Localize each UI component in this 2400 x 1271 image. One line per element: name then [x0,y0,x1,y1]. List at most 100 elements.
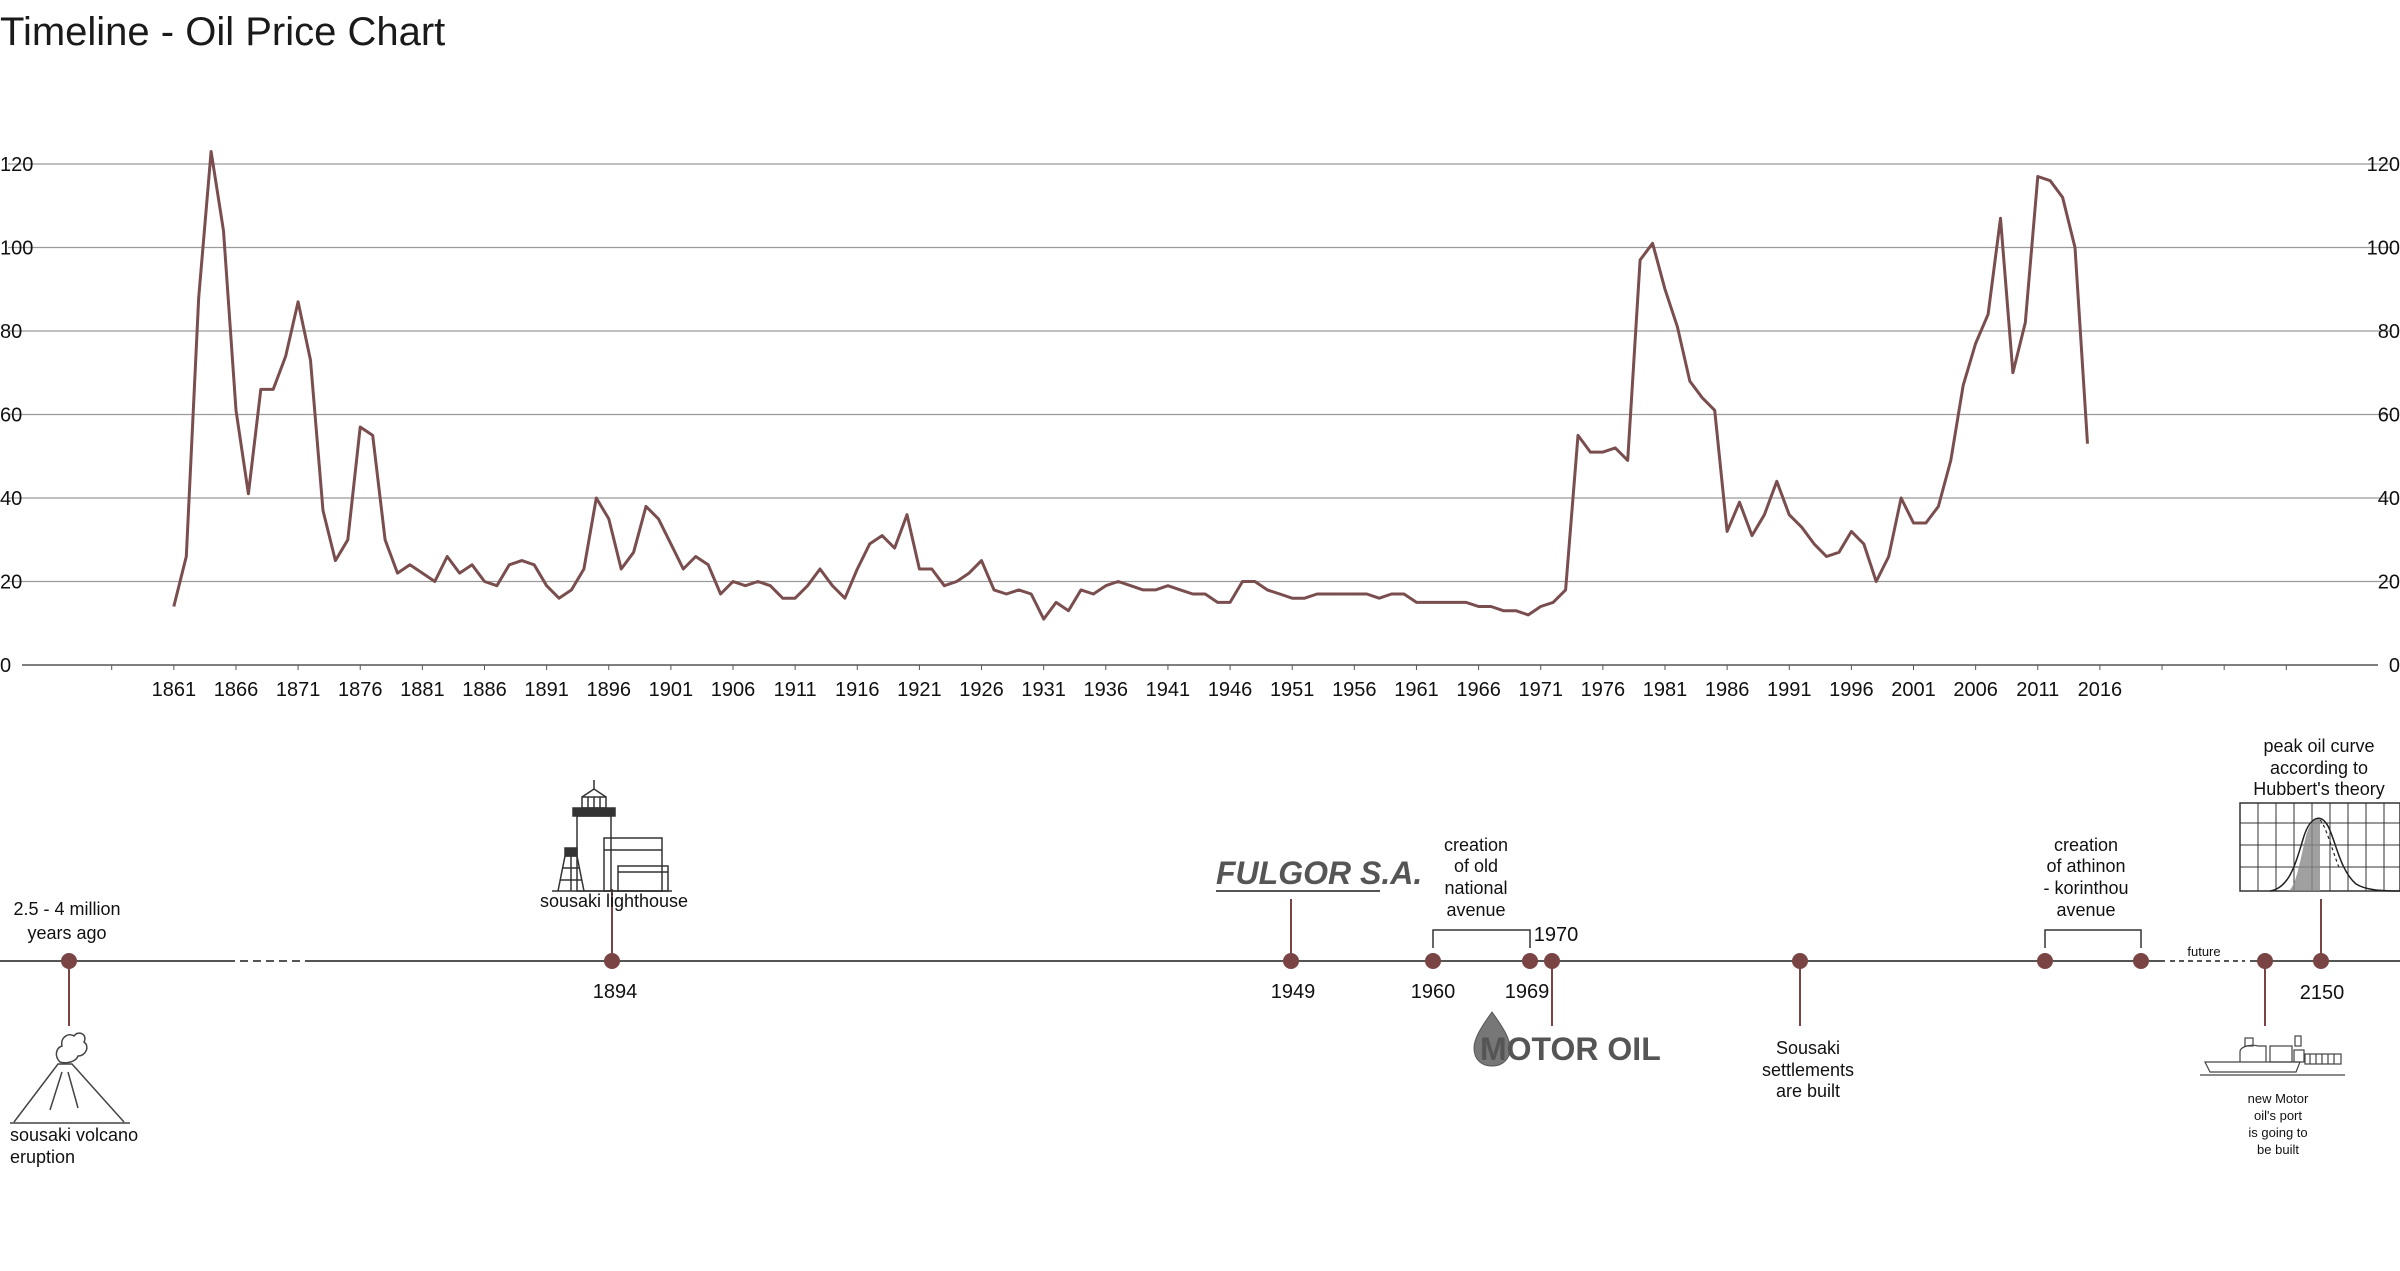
event-label-old-national-avenue: avenue [1446,900,1505,920]
event-label-million-years: years ago [27,923,106,943]
bracket-old-national-avenue [1432,929,1531,948]
svg-text:FULGOR S.A.: FULGOR S.A. [1216,855,1422,891]
x-tick-label: 2011 [2016,679,2059,701]
event-marker [2257,953,2273,969]
oil-price-chart: 0 0 20 20 40 40 60 60 80 80 100 100 120 120 1861 1866 18… [0,150,2400,701]
event-label-new-port: is going to [2248,1125,2307,1140]
x-tick-label: 1951 [1270,679,1315,701]
event-year: 1894 [593,981,638,1003]
x-tick-label: 1931 [1021,679,1066,701]
y-tick-label-right: 80 [2378,321,2400,343]
event-label-old-national-avenue: of old [1454,856,1498,876]
y-tick-label-right: 0 [2389,655,2400,677]
x-tick-label: 1941 [1146,679,1191,701]
event-marker [61,953,77,969]
event-label-old-national-avenue: creation [1444,835,1508,855]
x-tick-label: 1916 [835,679,880,701]
x-tick-label: 1996 [1829,679,1874,701]
x-tick-label: 1976 [1581,679,1626,701]
y-tick-label-left: 120 [0,154,33,176]
x-tick-label: 1871 [276,679,321,701]
x-tick-label: 1946 [1208,679,1253,701]
x-tick-label: 1861 [152,679,197,701]
y-tick-label-left: 0 [0,655,11,677]
x-tick-label: 2016 [2078,679,2123,701]
event-year: 1960 [1411,981,1456,1003]
x-tick-label: 1866 [214,679,259,701]
timeline: 2.5 - 4 million years ago sousaki lighth… [0,736,2400,1167]
event-label-lighthouse: sousaki lighthouse [540,891,688,911]
event-marker [2133,953,2149,969]
event-label-old-national-avenue: national [1444,878,1507,898]
event-year: 1969 [1505,981,1550,1003]
y-tick-label-right: 20 [2378,572,2400,594]
event-label-new-port: be built [2257,1142,2299,1157]
volcano-label: sousaki volcano [10,1125,138,1145]
event-year: 1970 [1534,924,1579,946]
x-tick-label: 1886 [462,679,507,701]
x-tick-label: 1911 [774,679,817,701]
volcano-icon [10,1032,130,1124]
peak-oil-curve-icon [2239,802,2400,892]
svg-text:MOTOR OIL: MOTOR OIL [1480,1031,1661,1067]
y-tick-label-left: 60 [0,405,22,427]
event-label-athinon-korinthou: - korinthou [2043,878,2128,898]
y-tick-label-left: 100 [0,238,33,260]
volcano-label: eruption [10,1147,75,1167]
oil-price-line [172,150,2089,621]
event-marker [2313,953,2329,969]
event-label-peak-oil: peak oil curve [2263,736,2374,756]
event-label-peak-oil: according to [2270,758,2368,778]
y-tick-label-right: 40 [2378,488,2400,510]
event-label-athinon-korinthou: of athinon [2046,856,2125,876]
y-tick-label-left: 80 [0,321,22,343]
x-tick-label: 1926 [959,679,1004,701]
y-tick-label-left: 40 [0,488,22,510]
event-label-settlements: Sousaki [1776,1038,1840,1058]
y-tick-label-right: 100 [2367,238,2400,260]
x-tick-label: 1991 [1767,679,1812,701]
lighthouse-icon [552,780,672,892]
event-label-million-years: 2.5 - 4 million [13,899,120,919]
x-tick-label: 1971 [1518,679,1563,701]
event-marker [2037,953,2053,969]
y-tick-label-right: 120 [2367,154,2400,176]
x-tick-label: 1956 [1332,679,1377,701]
ship-port-icon [2200,1035,2345,1076]
event-marker [1792,953,1808,969]
event-marker [1544,953,1560,969]
event-label-new-port: new Motor [2248,1091,2309,1106]
x-tick-label: 2006 [1953,679,1998,701]
x-tick-label: 1966 [1456,679,1501,701]
event-label-peak-oil: Hubbert's theory [2253,779,2385,799]
event-marker [1425,953,1441,969]
x-tick-label: 1881 [400,679,445,701]
x-tick-label: 1986 [1705,679,1750,701]
event-label-future: future [2187,944,2220,959]
fulgor-logo: FULGOR S.A. [1216,855,1422,892]
bracket-athinon-korinthou [2044,929,2142,948]
x-tick-label: 1936 [1084,679,1129,701]
event-year: 2150 [2300,982,2345,1004]
x-tick-label: 1901 [649,679,694,701]
event-year: 1949 [1271,981,1316,1003]
event-label-settlements: are built [1776,1081,1840,1101]
event-label-new-port: oil's port [2254,1108,2302,1123]
x-tick-label: 1896 [587,679,632,701]
x-tick-label: 1876 [338,679,383,701]
x-tick-label: 1961 [1394,679,1439,701]
event-label-athinon-korinthou: creation [2054,835,2118,855]
page-title: Timeline - Oil Price Chart [0,10,446,54]
event-marker [604,953,620,969]
motor-oil-logo: MOTOR OIL [1473,1011,1661,1067]
y-tick-label-left: 20 [0,572,22,594]
x-tick-label: 2001 [1891,679,1936,701]
x-tick-label: 1981 [1643,679,1688,701]
x-tick-label: 1891 [524,679,569,701]
event-marker [1283,953,1299,969]
event-label-settlements: settlements [1762,1060,1854,1080]
event-label-athinon-korinthou: avenue [2056,900,2115,920]
event-marker [1522,953,1538,969]
x-tick-label: 1921 [897,679,942,701]
